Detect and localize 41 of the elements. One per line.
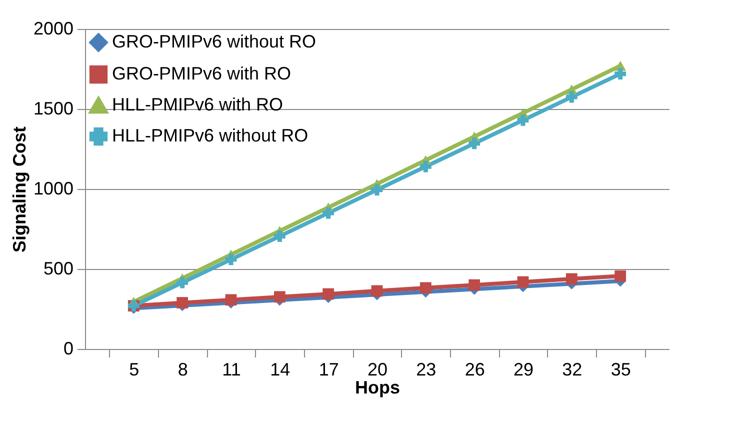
x-tick-label: 5 <box>129 360 140 380</box>
point <box>420 282 432 294</box>
point <box>322 207 334 219</box>
legend-label: GRO-PMIPv6 without RO <box>112 32 316 52</box>
x-tick-label: 20 <box>367 360 388 380</box>
point <box>614 270 626 282</box>
x-tick-label: 26 <box>464 360 485 380</box>
y-tick-label: 1000 <box>33 178 74 198</box>
point <box>420 160 432 172</box>
x-tick-label: 17 <box>318 360 339 380</box>
x-tick-label: 11 <box>222 360 241 380</box>
point <box>176 297 188 308</box>
y-axis-title: Signaling Cost <box>9 126 30 252</box>
point <box>371 285 383 297</box>
point <box>566 91 578 103</box>
point <box>371 184 383 196</box>
x-tick-label: 8 <box>178 360 188 380</box>
point <box>566 273 578 285</box>
point <box>468 138 480 150</box>
y-tick-label: 500 <box>43 258 74 278</box>
point <box>614 68 626 80</box>
point <box>176 276 188 288</box>
point <box>274 230 286 242</box>
x-axis-title: Hops <box>355 378 400 398</box>
point <box>517 114 529 126</box>
point <box>468 279 480 291</box>
point <box>517 276 529 288</box>
y-tick-label: 2000 <box>33 18 74 38</box>
x-tick-label: 14 <box>270 360 290 380</box>
y-tick-label: 0 <box>63 338 74 358</box>
point <box>225 254 237 266</box>
x-tick-label: 35 <box>610 360 631 380</box>
x-tick-label: 32 <box>562 360 582 380</box>
x-tick-label: 29 <box>513 360 534 380</box>
legend-label: HLL-PMIPv6 without RO <box>112 126 308 146</box>
y-tick-label: 1500 <box>33 98 74 118</box>
legend-label: HLL-PMIPv6 with RO <box>112 94 284 114</box>
point <box>322 288 334 300</box>
legend-label: GRO-PMIPv6 with RO <box>112 64 292 84</box>
point <box>274 291 286 303</box>
x-tick-label: 23 <box>416 360 436 380</box>
